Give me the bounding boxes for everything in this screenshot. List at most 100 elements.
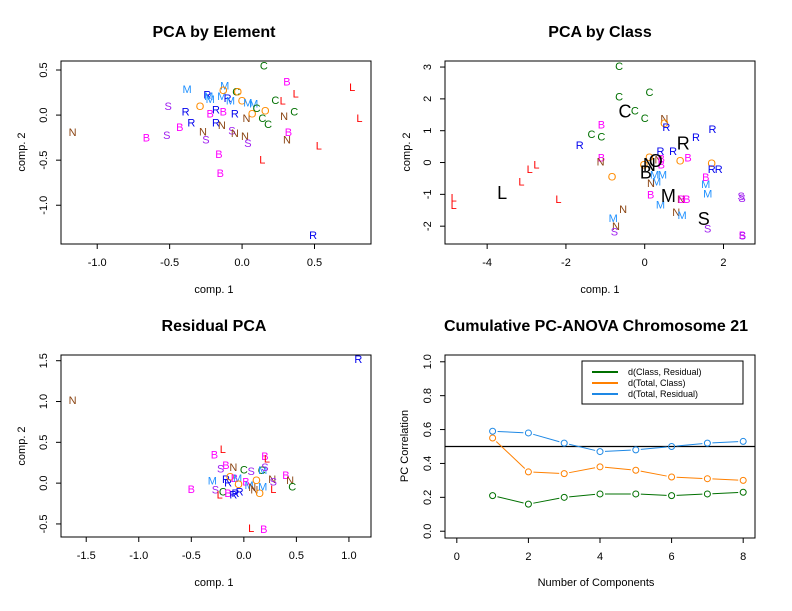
- series-point: [596, 448, 604, 456]
- y-tick-label: 0.6: [422, 422, 434, 437]
- chart-title: Cumulative PC-ANOVA Chromosome 21: [444, 318, 748, 335]
- point-label: R: [708, 164, 716, 176]
- y-tick-label: 2: [422, 96, 434, 102]
- y-tick-label: -2: [422, 221, 434, 231]
- series-segment: [676, 476, 703, 479]
- point-label: S: [739, 231, 746, 243]
- point-label: N: [218, 120, 226, 132]
- y-tick-label: 0.2: [422, 490, 434, 505]
- point-label: C: [264, 119, 272, 131]
- y-tick-label: -0.5: [38, 514, 50, 533]
- point-label: N: [677, 194, 685, 206]
- pca-by-element-panel: PCA by Element comp. 1 comp. 2 -1.0 -0.5 0…: [16, 24, 372, 296]
- point-label: M: [658, 170, 667, 182]
- point-label: L: [259, 154, 265, 166]
- legend-entry: d(Total, Class): [628, 378, 686, 388]
- series-segment: [495, 441, 526, 469]
- x-tick-label: 0.5: [289, 550, 304, 562]
- point-label: S: [163, 130, 170, 142]
- y-axis-label: comp. 2: [401, 132, 413, 171]
- point-label: O: [640, 159, 649, 171]
- point-label: R: [309, 230, 317, 242]
- point-label: R: [669, 146, 677, 158]
- x-axis-label: comp. 1: [580, 284, 619, 296]
- point-label: M: [217, 91, 226, 103]
- point-label: L: [555, 194, 561, 206]
- point-label: C: [240, 464, 248, 476]
- point-label: C: [260, 61, 268, 73]
- series-segment: [604, 466, 631, 471]
- x-tick-label: 0.5: [307, 257, 322, 269]
- cumulative-pc-anova-panel: Cumulative PC-ANOVA Chromosome 21 Number…: [399, 318, 756, 589]
- series-segment: [569, 493, 596, 498]
- residual-pca-panel: Residual PCA comp. 1 comp. 2 -1.5 -1.0 -0.…: [16, 318, 372, 589]
- plot-frame: [444, 60, 756, 245]
- series-point: [560, 470, 568, 478]
- series-segment: [676, 443, 703, 447]
- point-label: B: [283, 77, 290, 89]
- series-point: [596, 463, 604, 471]
- series-point: [703, 439, 711, 447]
- point-label: N: [69, 395, 77, 407]
- point-label: S: [217, 463, 224, 475]
- y-tick-label: -1: [422, 189, 434, 199]
- series-segment: [497, 430, 524, 434]
- x-tick-label: 0: [642, 257, 648, 269]
- point-label: B: [188, 484, 195, 496]
- class-centroid-label: C: [619, 102, 632, 122]
- class-centroid-label: M: [661, 186, 676, 206]
- point-label: L: [264, 454, 270, 466]
- point-label: O: [226, 472, 235, 484]
- point-label: O: [219, 85, 228, 97]
- x-tick-label: -0.5: [182, 550, 201, 562]
- point-label: S: [244, 138, 251, 150]
- x-tick-label: 0: [454, 551, 460, 563]
- point-label: N: [250, 485, 258, 497]
- point-label: O: [608, 172, 617, 184]
- point-label: B: [658, 154, 665, 166]
- point-label: M: [656, 200, 665, 212]
- point-label: N: [248, 482, 256, 494]
- point-label: C: [271, 95, 279, 107]
- series-point: [703, 490, 711, 498]
- point-label: B: [220, 106, 227, 118]
- point-label: M: [652, 177, 661, 189]
- class-centroid-label: S: [698, 209, 710, 229]
- point-label: M: [609, 213, 618, 225]
- point-label: R: [224, 477, 232, 489]
- point-label: L: [527, 164, 533, 176]
- point-label: B: [739, 230, 746, 242]
- series-segment: [533, 497, 560, 504]
- x-tick-label: 4: [597, 551, 603, 563]
- point-label: C: [597, 131, 605, 143]
- x-axis-label: comp. 1: [194, 577, 233, 589]
- point-label: O: [660, 118, 669, 130]
- point-label: S: [738, 193, 745, 205]
- point-label: S: [212, 485, 219, 497]
- point-label: R: [708, 124, 716, 136]
- legend-entry: d(Total, Residual): [628, 389, 698, 399]
- x-tick-label: 8: [740, 551, 746, 563]
- point-label: C: [290, 106, 298, 118]
- series-segment: [533, 471, 560, 474]
- point-label: L: [270, 484, 276, 496]
- class-centroid-label: B: [640, 163, 652, 183]
- series-segment: [568, 443, 596, 451]
- series-point: [524, 500, 532, 508]
- y-tick-label: 1.0: [422, 354, 434, 369]
- point-label: S: [611, 226, 618, 238]
- point-label: N: [280, 111, 288, 123]
- chart-title: PCA by Element: [153, 24, 277, 41]
- point-label: R: [212, 105, 220, 117]
- point-label: B: [176, 122, 183, 134]
- point-label: C: [641, 113, 649, 125]
- point-label: B: [658, 159, 665, 171]
- point-label: S: [228, 125, 235, 137]
- series-segment: [640, 446, 667, 450]
- point-label: B: [598, 119, 605, 131]
- point-label: N: [69, 127, 77, 139]
- series-point: [739, 437, 747, 445]
- point-label: S: [202, 134, 209, 146]
- point-label: B: [207, 108, 214, 120]
- point-label: R: [662, 122, 670, 134]
